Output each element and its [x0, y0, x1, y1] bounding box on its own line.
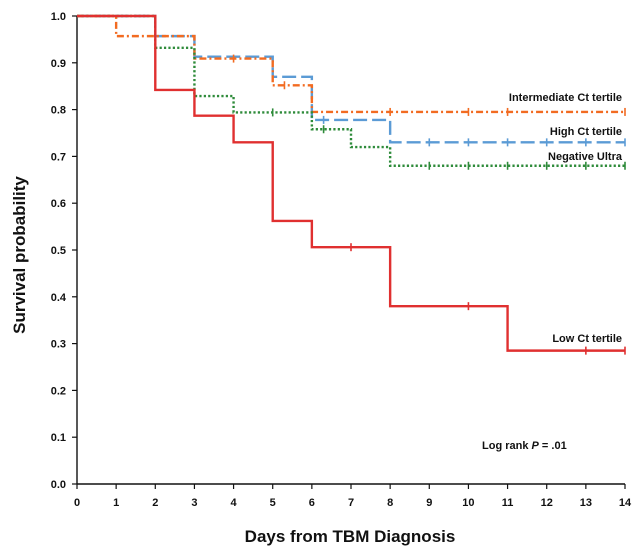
x-tick-label: 3 [191, 497, 197, 509]
y-tick-label: 0.9 [51, 58, 66, 70]
series-negative-ultra [77, 14, 626, 170]
x-tick-label: 10 [462, 497, 474, 509]
x-tick-label: 9 [426, 497, 432, 509]
survival-curve [77, 14, 625, 144]
x-tick-label: 6 [309, 497, 315, 509]
y-tick-label: 0.6 [51, 198, 66, 210]
log-rank-p: P [532, 440, 540, 452]
x-tick-label: 8 [387, 497, 393, 509]
x-tick-label: 7 [348, 497, 354, 509]
survival-curves [77, 14, 626, 355]
y-tick-label: 1.0 [51, 11, 66, 23]
x-tick-label: 1 [113, 497, 119, 509]
y-tick-label: 0.5 [51, 245, 66, 257]
x-tick-label: 0 [74, 497, 80, 509]
y-tick-label: 0.8 [51, 105, 66, 117]
series-high-ct-tertile [77, 14, 626, 147]
x-tick-label: 14 [619, 497, 632, 509]
y-tick-label: 0.1 [51, 432, 66, 444]
series-low-ct-tertile [77, 14, 626, 355]
x-tick-label: 12 [541, 497, 553, 509]
y-ticks: 0.0 0.1 0.2 0.3 0.4 0.5 0.6 0.7 0.8 0.9 1.0 [51, 11, 77, 491]
series-labels: Intermediate Ct tertile High Ct tertile Ne… [509, 92, 623, 345]
y-tick-label: 0.2 [51, 385, 66, 397]
x-ticks: 0 1 2 3 4 5 6 7 8 9 10 11 12 13 14 [74, 484, 632, 509]
x-tick-label: 4 [231, 497, 238, 509]
x-tick-label: 5 [270, 497, 276, 509]
series-label: High Ct tertile [550, 126, 622, 138]
survival-curve [77, 14, 625, 352]
y-tick-label: 0.0 [51, 479, 66, 491]
series-label: Low Ct tertile [552, 333, 622, 345]
y-tick-label: 0.7 [51, 151, 66, 163]
x-tick-label: 2 [152, 497, 158, 509]
x-tick-label: 13 [580, 497, 592, 509]
log-rank-suffix: = .01 [539, 440, 567, 452]
series-intermediate-ct-tertile [77, 14, 626, 116]
x-tick-label: 11 [502, 497, 514, 509]
x-axis-title: Days from TBM Diagnosis [245, 527, 456, 546]
series-label: Negative Ultra [548, 151, 623, 163]
log-rank-prefix: Log rank [482, 440, 532, 452]
y-axis-title: Survival probability [10, 176, 29, 334]
y-tick-label: 0.3 [51, 339, 66, 351]
log-rank-annotation: Log rank P = .01 [482, 440, 567, 452]
series-label: Intermediate Ct tertile [509, 92, 622, 104]
y-tick-label: 0.4 [51, 292, 67, 304]
